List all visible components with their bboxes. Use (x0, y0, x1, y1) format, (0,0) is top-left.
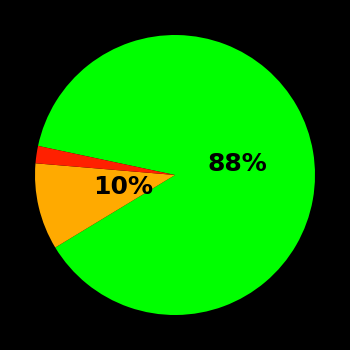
Wedge shape (38, 35, 315, 315)
Wedge shape (35, 163, 175, 247)
Text: 10%: 10% (93, 175, 153, 199)
Text: 88%: 88% (207, 153, 267, 176)
Wedge shape (35, 146, 175, 175)
